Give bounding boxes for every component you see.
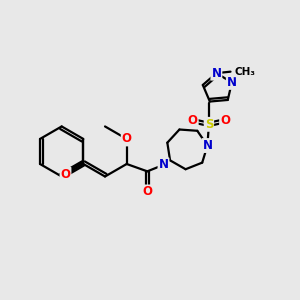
Text: O: O	[142, 185, 152, 199]
Text: O: O	[220, 114, 230, 127]
Text: O: O	[122, 133, 132, 146]
Text: N: N	[227, 76, 237, 89]
Text: N: N	[158, 158, 169, 171]
Text: CH₃: CH₃	[234, 67, 255, 77]
Text: N: N	[202, 139, 212, 152]
Text: N: N	[212, 67, 221, 80]
Text: O: O	[188, 114, 198, 127]
Text: O: O	[61, 168, 70, 181]
Text: S: S	[205, 118, 213, 131]
